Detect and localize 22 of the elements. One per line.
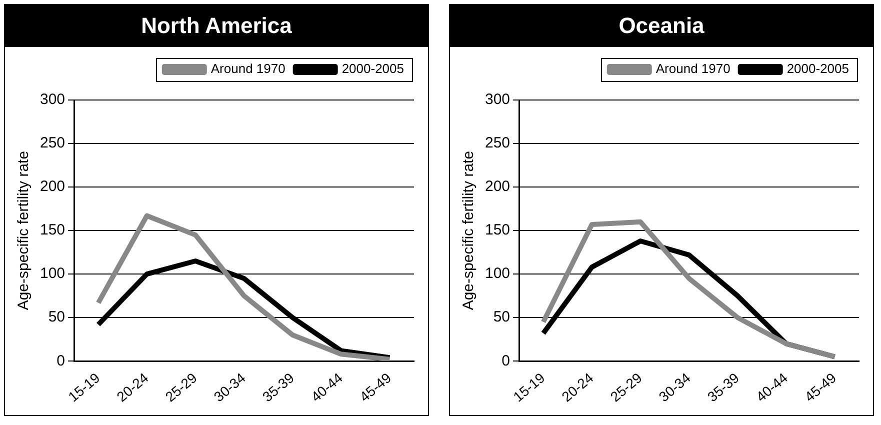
y-axis-title: Age-specific fertility rate	[460, 150, 478, 310]
y-tick-label: 50	[493, 308, 510, 326]
y-tick-label: 50	[48, 308, 66, 326]
y-tick-label: 250	[484, 134, 510, 152]
y-tick-label: 100	[484, 265, 510, 282]
y-tick-label: 0	[502, 352, 510, 370]
legend-label: 2000-2005	[786, 61, 850, 76]
y-tick-label: 200	[40, 178, 66, 196]
legend-label: 2000-2005	[342, 61, 404, 76]
legend-label: Around 1970	[210, 61, 286, 76]
y-axis-title: Age-specific fertility rate	[15, 150, 32, 310]
y-tick-label: 200	[484, 178, 510, 196]
y-tick-label: 150	[40, 222, 66, 239]
y-tick-label: 300	[484, 91, 510, 108]
y-tick-label: 300	[40, 91, 66, 108]
chart-title: North America	[5, 5, 428, 47]
y-tick-label: 150	[484, 222, 510, 239]
chart-title: Oceania	[450, 5, 873, 47]
y-tick-label: 250	[40, 134, 66, 152]
legend-label: Around 1970	[656, 61, 730, 76]
y-tick-label: 0	[56, 352, 66, 370]
y-tick-label: 100	[40, 265, 66, 282]
